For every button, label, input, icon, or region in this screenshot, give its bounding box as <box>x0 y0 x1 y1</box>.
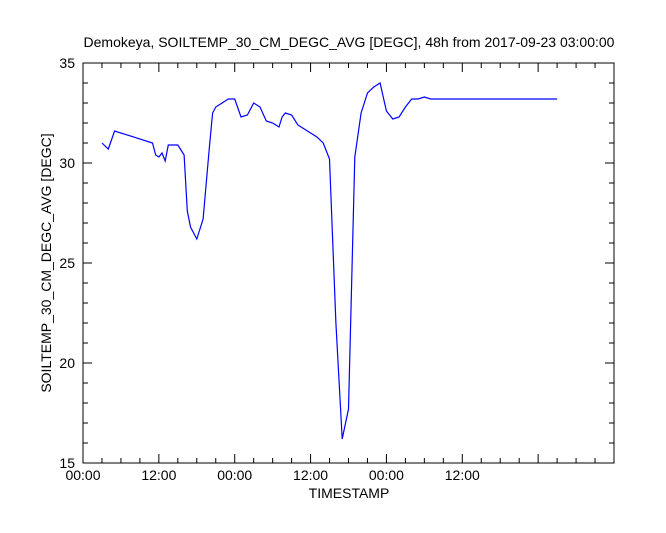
y-tick-label: 35 <box>59 55 75 71</box>
x-tick-label: 12:00 <box>445 467 480 483</box>
x-tick-label: 12:00 <box>293 467 328 483</box>
x-tick-labels: 00:00 12:00 00:00 12:00 00:00 12:00 <box>65 467 480 483</box>
x-axis-label: TIMESTAMP <box>309 485 390 501</box>
x-tick-label: 00:00 <box>217 467 252 483</box>
y-tick-label: 25 <box>59 255 75 271</box>
chart-title: Demokeya, SOILTEMP_30_CM_DEGC_AVG [DEGC]… <box>84 34 615 50</box>
series-line <box>101 82 558 440</box>
series-layer <box>101 82 558 440</box>
y-tick-label: 15 <box>59 455 75 471</box>
x-tick-label: 12:00 <box>141 467 176 483</box>
y-tick-label: 20 <box>59 355 75 371</box>
y-tick-label: 30 <box>59 155 75 171</box>
y-tick-labels: 15 20 25 30 35 <box>59 55 75 471</box>
y-axis-label: SOILTEMP_30_CM_DEGC_AVG [DEGC] <box>38 133 54 392</box>
x-tick-label: 00:00 <box>369 467 404 483</box>
axis-ticks <box>82 62 615 464</box>
x-tick-label: 00:00 <box>65 467 100 483</box>
